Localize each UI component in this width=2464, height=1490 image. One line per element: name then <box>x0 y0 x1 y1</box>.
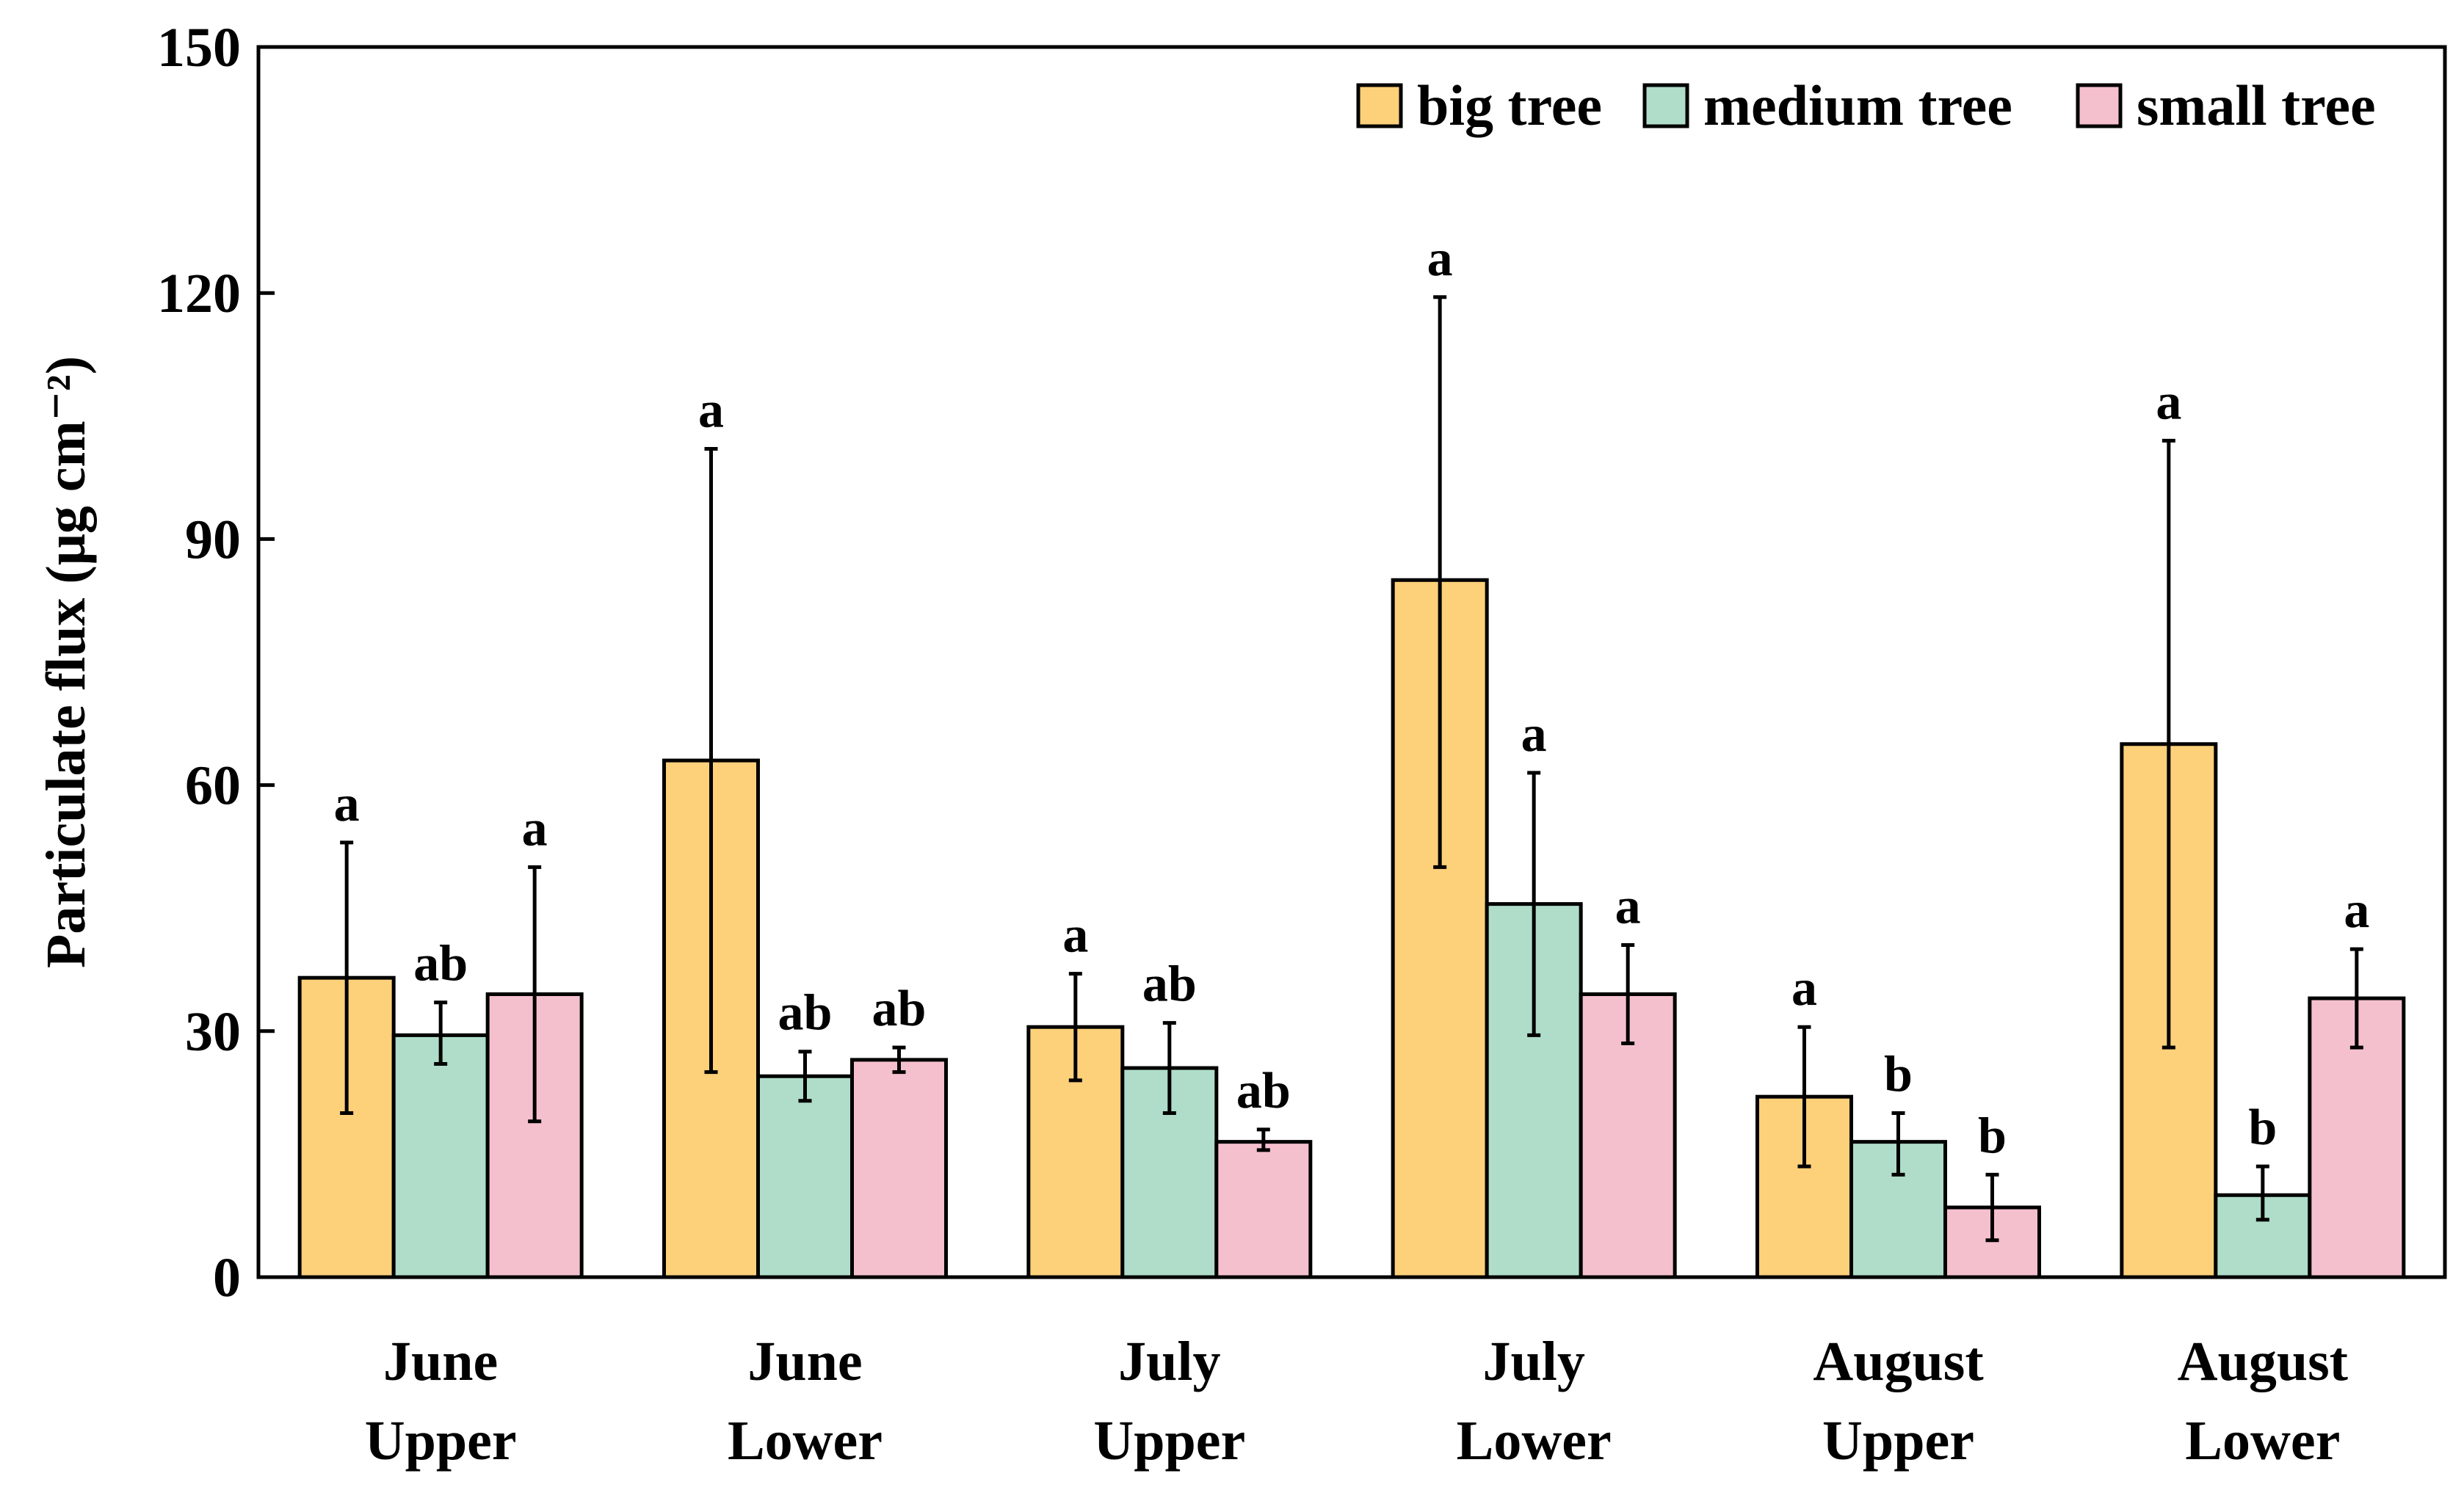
x-tick-label: August <box>2178 1331 2348 1392</box>
x-tick-label: Lower <box>2185 1410 2340 1472</box>
legend-swatch <box>1642 83 1689 128</box>
significance-label: ab <box>872 981 927 1037</box>
x-tick-label: July <box>1118 1331 1220 1392</box>
significance-label: ab <box>778 985 833 1042</box>
bar <box>1214 1140 1313 1279</box>
x-tick-label: June <box>747 1331 862 1392</box>
x-tick-label: Upper <box>1093 1410 1245 1472</box>
legend: big tree medium tree small tree <box>1356 73 2376 137</box>
legend-label: big tree <box>1417 73 1602 137</box>
significance-label: a <box>1521 706 1547 763</box>
significance-label: a <box>2156 374 2181 430</box>
significance-label: ab <box>1142 956 1197 1013</box>
y-tick-label: 30 <box>185 1001 241 1063</box>
y-tick-label: 120 <box>157 263 241 324</box>
bars-layer <box>297 578 2406 1279</box>
significance-label: a <box>698 382 724 438</box>
bar <box>391 1033 490 1279</box>
significance-label: ab <box>1236 1063 1291 1119</box>
y-tick-label: 150 <box>157 17 241 79</box>
x-tick-label: June <box>383 1331 498 1392</box>
significance-label: ab <box>413 936 468 992</box>
x-tick-label: Upper <box>365 1410 517 1472</box>
x-tick-label: Upper <box>1822 1410 1974 1472</box>
significance-label: a <box>2344 882 2369 939</box>
error-bars-layer <box>340 295 2363 1243</box>
x-tick-label: Lower <box>728 1410 883 1472</box>
y-tick-label: 60 <box>185 755 241 817</box>
legend-swatch <box>1356 83 1403 128</box>
significance-label: b <box>1884 1047 1913 1103</box>
plot-frame <box>256 45 2447 1279</box>
significance-label: b <box>2248 1100 2277 1156</box>
significance-label: a <box>1615 878 1641 934</box>
bar <box>756 1074 854 1279</box>
significance-label: b <box>1978 1108 2007 1164</box>
x-tick-label: August <box>1813 1331 1983 1392</box>
significance-label: a <box>1427 230 1453 287</box>
significance-label: a <box>1062 907 1088 964</box>
legend-label: medium tree <box>1703 73 2012 137</box>
y-axis-title: Particulate flux (μg cm⁻²) <box>35 356 97 968</box>
significance-label: a <box>334 776 360 832</box>
bar <box>850 1058 948 1279</box>
axis-layer: 0 30 60 90 120 150 June Upper June Lower July Upper… <box>157 17 2348 1472</box>
x-tick-label: Lower <box>1457 1410 1612 1472</box>
significance-label: a <box>1791 960 1817 1017</box>
legend-swatch <box>2076 83 2123 128</box>
y-tick-label: 0 <box>213 1247 241 1309</box>
y-tick-label: 90 <box>185 509 241 570</box>
x-tick-label: July <box>1482 1331 1584 1392</box>
significance-label: a <box>522 800 548 857</box>
legend-label: small tree <box>2137 73 2376 137</box>
